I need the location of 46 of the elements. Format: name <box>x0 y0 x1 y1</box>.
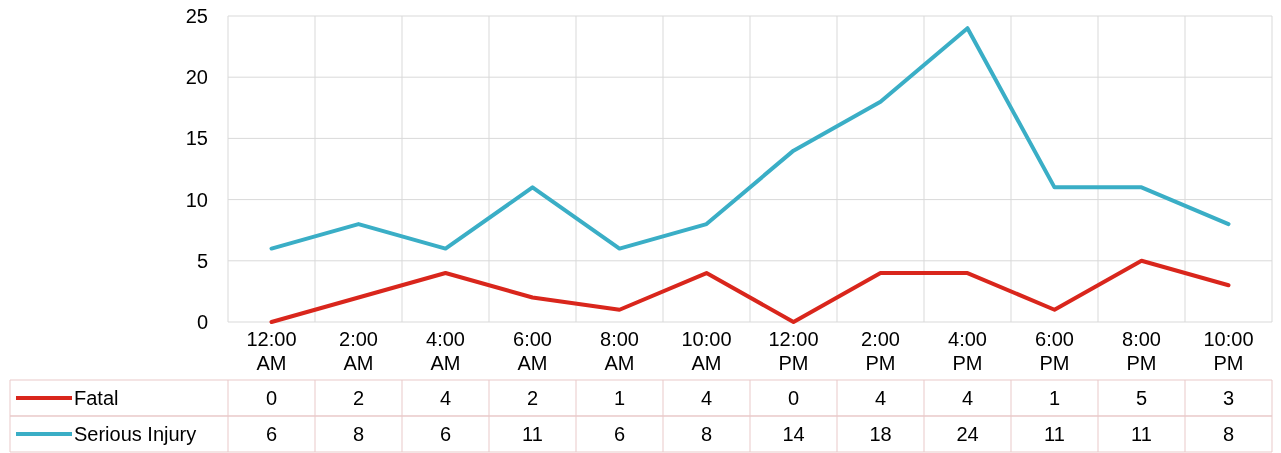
x-tick-label: 2:00 AM <box>339 328 378 374</box>
legend-label: Fatal <box>74 387 119 409</box>
y-tick-label: 15 <box>185 127 208 150</box>
data-label: 3 <box>1222 387 1235 409</box>
y-tick-label: 0 <box>196 311 208 333</box>
x-tick-label: 6:00 PM <box>1035 328 1074 374</box>
data-label: 8 <box>1222 423 1235 445</box>
data-label: 11 <box>1131 423 1152 445</box>
data-label: 6 <box>265 423 278 445</box>
x-tick-label: 10:00 PM <box>1203 328 1254 374</box>
y-tick-label: 20 <box>185 66 208 89</box>
data-label: 4 <box>961 387 974 409</box>
data-label: 0 <box>265 387 278 409</box>
y-tick-label: 5 <box>196 249 208 272</box>
y-tick-label: 10 <box>185 188 208 211</box>
x-tick-label: 10:00 AM <box>681 328 732 374</box>
data-label: 8 <box>700 423 713 445</box>
data-label: 4 <box>874 387 887 409</box>
data-label: 11 <box>522 423 543 445</box>
data-label: 1 <box>1048 387 1061 409</box>
data-label: 8 <box>352 423 365 445</box>
data-label: 14 <box>782 423 805 445</box>
line-series <box>269 258 1231 324</box>
line-series <box>269 26 1231 251</box>
data-label: 5 <box>1135 387 1148 409</box>
data-label: 1 <box>613 387 626 409</box>
legend-label: Serious Injury <box>74 423 197 445</box>
x-tick-label: 8:00 AM <box>600 328 639 374</box>
data-label: 2 <box>526 387 539 409</box>
x-tick-label: 6:00 AM <box>513 328 552 374</box>
x-tick-label: 8:00 PM <box>1122 328 1161 374</box>
data-label: 11 <box>1044 423 1065 445</box>
y-tick-label: 25 <box>185 5 208 27</box>
data-label: 4 <box>439 387 452 409</box>
data-label: 24 <box>956 423 979 445</box>
data-label: 4 <box>700 387 713 409</box>
x-tick-label: 4:00 AM <box>426 328 465 374</box>
data-label: 6 <box>613 423 626 445</box>
x-tick-label: 12:00 PM <box>768 328 819 374</box>
x-tick-label: 2:00 PM <box>861 328 900 374</box>
data-label: 2 <box>352 387 365 409</box>
data-label: 6 <box>439 423 452 445</box>
data-label: 0 <box>787 387 800 409</box>
x-tick-label: 12:00 AM <box>246 328 297 374</box>
data-label: 18 <box>869 423 892 445</box>
x-tick-label: 4:00 PM <box>948 328 987 374</box>
